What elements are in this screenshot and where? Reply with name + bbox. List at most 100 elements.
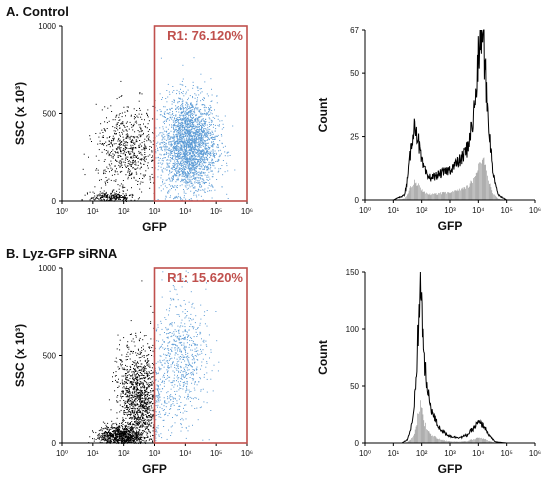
scatter-point <box>97 143 99 145</box>
scatter-point <box>136 136 138 138</box>
scatter-point <box>89 436 91 438</box>
scatter-point <box>139 434 141 436</box>
scatter-point <box>176 171 178 173</box>
scatter-point <box>188 137 190 139</box>
scatter-point <box>106 128 108 129</box>
scatter-point <box>115 159 117 161</box>
scatter-point <box>194 136 195 138</box>
scatter-point <box>117 147 119 149</box>
scatter-point <box>203 130 205 132</box>
scatter-point <box>121 112 123 114</box>
scatter-point <box>168 165 170 167</box>
scatter-point <box>186 137 187 139</box>
scatter-point <box>137 434 138 436</box>
scatter-point <box>127 170 129 172</box>
scatter-point <box>180 112 182 114</box>
scatter-point <box>102 432 104 434</box>
scatter-point <box>186 144 188 146</box>
scatter-point <box>212 149 214 151</box>
scatter-point <box>200 129 202 130</box>
scatter-point <box>188 161 190 163</box>
scatter-point <box>116 148 118 150</box>
scatter-point <box>132 125 134 127</box>
scatter-point <box>197 151 199 153</box>
scatter-point <box>104 440 106 442</box>
scatter-point <box>112 149 114 151</box>
scatter-point <box>200 149 202 151</box>
scatter-point <box>117 440 119 442</box>
scatter-point <box>164 106 166 108</box>
scatter-point <box>149 408 151 410</box>
scatter-point <box>185 162 187 164</box>
scatter-point <box>127 400 129 401</box>
scatter-point <box>119 198 121 200</box>
scatter-point <box>211 120 213 122</box>
scatter-point <box>116 429 118 431</box>
scatter-point <box>178 150 180 151</box>
scatter-point <box>182 106 184 108</box>
scatter-point <box>176 93 177 95</box>
scatter-point <box>185 145 187 147</box>
scatter-point <box>202 132 204 134</box>
scatter-point <box>199 111 201 113</box>
scatter-point <box>175 121 177 123</box>
scatter-point <box>121 131 123 133</box>
scatter-point <box>199 134 201 136</box>
scatter-point <box>184 178 186 180</box>
scatter-point <box>124 432 126 434</box>
scatter-point <box>110 440 112 442</box>
scatter-point <box>196 122 198 124</box>
scatter-point <box>190 148 192 150</box>
scatter-point <box>123 198 125 200</box>
scatter-point <box>193 135 195 137</box>
scatter-point <box>205 156 207 158</box>
scatter-point <box>135 389 137 391</box>
scatter-point <box>124 147 126 149</box>
scatter-point <box>120 409 122 411</box>
scatter-point <box>204 109 206 111</box>
scatter-point <box>169 108 171 110</box>
scatter-point <box>132 427 134 429</box>
scatter-point <box>177 126 178 128</box>
scatter-point <box>117 432 119 434</box>
scatter-point <box>127 422 129 424</box>
scatter-point <box>188 123 190 125</box>
scatter-point <box>185 91 187 93</box>
scatter-point <box>192 162 194 164</box>
scatter-point <box>188 147 190 149</box>
scatter-point <box>178 156 180 157</box>
scatter-point <box>167 152 169 154</box>
scatter-point <box>193 133 195 135</box>
scatter-point <box>186 145 188 147</box>
scatter-point <box>180 139 182 141</box>
scatter-point <box>99 132 101 134</box>
scatter-point <box>173 147 175 149</box>
scatter-point <box>178 153 180 154</box>
scatter-point <box>137 442 139 444</box>
scatter-point <box>192 161 194 163</box>
scatter-point <box>184 141 186 143</box>
scatter-point <box>172 162 174 164</box>
scatter-point <box>208 148 210 150</box>
scatter-point <box>190 198 192 199</box>
scatter-point <box>129 432 131 434</box>
scatter-point <box>93 198 94 200</box>
scatter-point <box>144 426 146 428</box>
scatter-point <box>204 132 206 134</box>
scatter-point <box>172 125 174 127</box>
scatter-point <box>179 130 181 132</box>
scatter-point <box>195 139 197 141</box>
scatter-point <box>181 84 183 86</box>
scatter-point <box>191 118 193 119</box>
scatter-point <box>95 103 97 105</box>
scatter-point <box>99 436 101 438</box>
scatter-point <box>167 191 168 193</box>
scatter-point <box>194 165 196 167</box>
scatter-point <box>185 192 187 194</box>
scatter-point <box>193 162 195 164</box>
scatter-point <box>152 155 153 157</box>
scatter-point <box>133 123 135 125</box>
scatter-point <box>106 179 108 181</box>
scatter-point <box>194 118 196 120</box>
scatter-point <box>127 136 129 138</box>
